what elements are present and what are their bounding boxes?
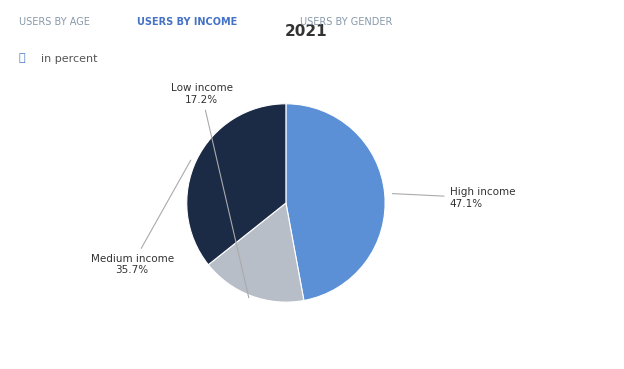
- Text: USERS BY INCOME: USERS BY INCOME: [137, 17, 238, 27]
- Text: Medium income
35.7%: Medium income 35.7%: [90, 160, 191, 275]
- Text: ⓘ: ⓘ: [19, 54, 26, 63]
- Text: Low income
17.2%: Low income 17.2%: [170, 83, 249, 298]
- Wedge shape: [187, 104, 286, 265]
- Text: High income
47.1%: High income 47.1%: [392, 187, 515, 209]
- Text: USERS BY GENDER: USERS BY GENDER: [300, 17, 392, 27]
- Text: USERS BY AGE: USERS BY AGE: [19, 17, 90, 27]
- Wedge shape: [286, 104, 385, 300]
- Wedge shape: [208, 203, 304, 302]
- Text: in percent: in percent: [41, 54, 97, 63]
- Title: 2021: 2021: [285, 24, 327, 39]
